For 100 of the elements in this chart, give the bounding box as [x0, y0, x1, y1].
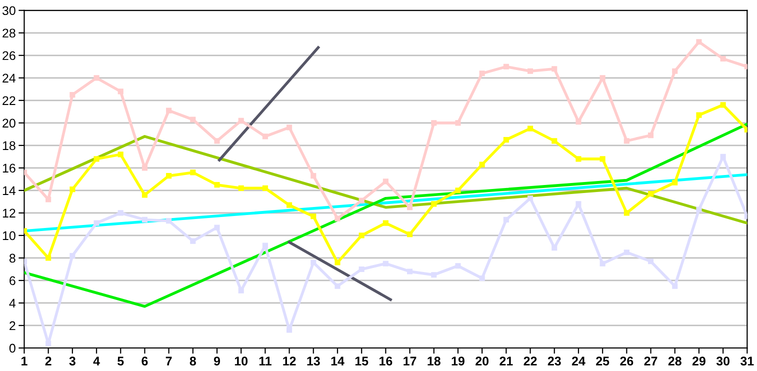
- point: [552, 245, 558, 251]
- x-tick-label: 20: [476, 356, 489, 366]
- x-tick-label: 14: [331, 356, 344, 366]
- point: [94, 75, 100, 81]
- y-tick-label: 30: [2, 6, 16, 16]
- point: [46, 340, 52, 346]
- x-tick-label: 26: [620, 356, 634, 366]
- point: [600, 260, 606, 266]
- x-tick-label: 28: [668, 356, 682, 366]
- x-tick-label: 17: [404, 356, 416, 366]
- point: [479, 162, 485, 168]
- x-tick-label: 27: [644, 356, 658, 366]
- x-tick-label: 4: [93, 356, 100, 366]
- y-tick-label: 18: [2, 141, 16, 150]
- point: [214, 182, 220, 188]
- point: [696, 39, 702, 45]
- point: [334, 216, 340, 222]
- point: [503, 216, 509, 222]
- point: [190, 170, 196, 176]
- point: [696, 112, 702, 118]
- point: [382, 178, 388, 184]
- y-tick-label: 2: [10, 321, 16, 330]
- y-tick-label: 24: [2, 74, 16, 82]
- x-tick-label: 11: [259, 356, 272, 366]
- x-tick-label: 25: [596, 356, 610, 366]
- point: [407, 204, 413, 210]
- y-tick-label: 20: [2, 118, 16, 128]
- point: [166, 108, 172, 114]
- y-tick-label: 28: [2, 28, 16, 38]
- point: [310, 173, 316, 179]
- x-tick-label: 24: [572, 356, 586, 366]
- x-tick-label: 6: [142, 356, 148, 366]
- point: [479, 275, 485, 282]
- point: [431, 201, 437, 207]
- x-tick-label: 7: [166, 356, 172, 366]
- point: [46, 196, 52, 202]
- y-tick-label: 26: [2, 51, 16, 60]
- point: [382, 220, 388, 226]
- y-tick-label: 4: [9, 298, 16, 308]
- point: [70, 252, 76, 258]
- y-tick-label: 16: [2, 164, 16, 173]
- point: [672, 283, 678, 289]
- point: [286, 124, 292, 130]
- point: [166, 173, 172, 179]
- line-series: [24, 135, 748, 224]
- point: [334, 283, 340, 289]
- point: [358, 232, 364, 238]
- point: [552, 138, 558, 144]
- point: [190, 116, 196, 122]
- point: [358, 198, 364, 204]
- x-tick-label: 16: [380, 356, 392, 366]
- point: [479, 70, 485, 76]
- point: [528, 196, 534, 202]
- x-tick-label: 19: [452, 356, 464, 366]
- point: [407, 232, 413, 238]
- point: [552, 66, 558, 72]
- x-tick-label: 22: [524, 356, 537, 366]
- point: [672, 68, 678, 74]
- point: [94, 220, 100, 226]
- point: [286, 327, 292, 333]
- point: [431, 272, 437, 278]
- point: [600, 75, 606, 81]
- point: [310, 214, 316, 220]
- point: [576, 119, 582, 125]
- x-tick-label: 13: [307, 356, 320, 366]
- y-tick-label: 22: [2, 96, 16, 105]
- point: [624, 138, 630, 144]
- y-tick-label: 10: [2, 231, 16, 240]
- x-tick-label: 18: [428, 356, 440, 366]
- x-tick-label: 8: [190, 356, 196, 366]
- y-tick-label: 14: [2, 186, 16, 195]
- point: [190, 238, 196, 244]
- x-tick-label: 2: [45, 356, 52, 366]
- point: [262, 185, 268, 191]
- point: [720, 102, 726, 108]
- y-tick-label: 0: [9, 344, 16, 353]
- x-tick-label: 21: [500, 356, 513, 366]
- point: [118, 210, 124, 216]
- point: [696, 206, 702, 212]
- y-tick-label: 8: [9, 254, 16, 263]
- point: [94, 156, 100, 162]
- point: [166, 218, 172, 224]
- point: [576, 201, 582, 207]
- point: [455, 120, 461, 126]
- x-tick-label: 5: [118, 356, 124, 366]
- x-tick-label: 31: [740, 356, 754, 366]
- point: [648, 132, 654, 138]
- point: [431, 120, 437, 126]
- point: [70, 92, 76, 98]
- point: [142, 192, 148, 198]
- point: [648, 258, 654, 264]
- point: [503, 64, 509, 70]
- point: [214, 138, 220, 144]
- point: [503, 137, 509, 143]
- line-series: [24, 122, 748, 308]
- point: [214, 224, 220, 230]
- x-tick-label: 23: [548, 356, 561, 366]
- point: [455, 263, 461, 269]
- point: [576, 156, 582, 162]
- point: [358, 266, 364, 272]
